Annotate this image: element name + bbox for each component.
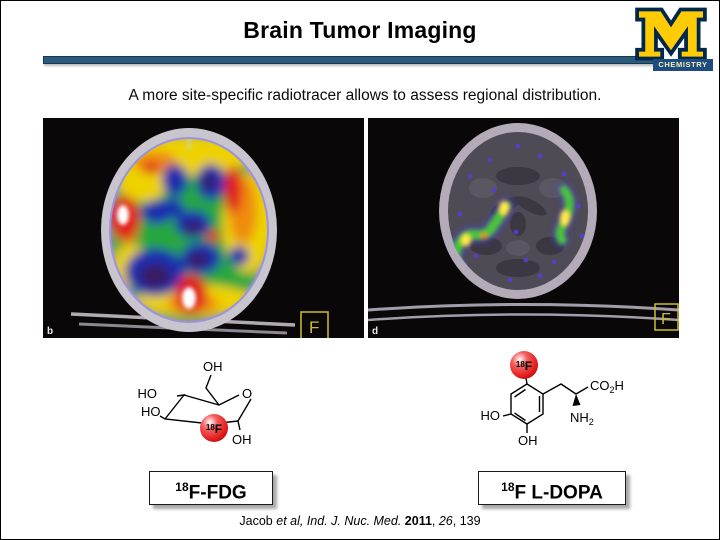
logo-department-label: CHEMISTRY [653, 59, 713, 71]
panel-divider [364, 118, 368, 338]
atom-label: HO [138, 386, 158, 401]
atom-label: HO [141, 404, 161, 419]
svg-text:18F: 18F [206, 422, 222, 436]
svg-text:18F: 18F [516, 359, 532, 373]
f18-radiolabel-ball-icon: 18F [510, 351, 538, 379]
ldopa-caption-box: 18F L-DOPA [478, 471, 626, 505]
subtitle-text: A more site-specific radiotracer allows … [128, 87, 602, 104]
atom-label: OH [518, 433, 538, 448]
atom-label: OH [203, 359, 223, 374]
fdg-structure-diagram: OH HO HO O OH 18F [138, 359, 253, 447]
block-m-icon [635, 7, 707, 61]
panel-corner-label: b [47, 326, 53, 337]
f18-radiolabel-ball-icon: 18F [200, 414, 228, 442]
um-chemistry-logo: CHEMISTRY [629, 3, 713, 73]
ldopa-structure-diagram: HO OH CO2H NH2 18F [481, 351, 624, 448]
page-title: Brain Tumor Imaging [243, 17, 477, 43]
fdg-caption-box: 18F-FDG [149, 471, 273, 505]
pet-fdg-scan-image: b F [43, 118, 364, 338]
atom-label: O [242, 386, 252, 401]
svg-text:F: F [309, 318, 319, 337]
atom-label: OH [232, 432, 252, 447]
atom-label: CO2H [590, 378, 624, 395]
atom-label: HO [481, 408, 501, 423]
orientation-marker-f-icon: F [300, 311, 329, 338]
title-underline-bar [43, 56, 656, 64]
atom-label: NH2 [570, 410, 594, 427]
stereo-wedge-bond [572, 394, 581, 406]
svg-text:F: F [661, 311, 671, 328]
pet-ldopa-scan-image: d F [368, 118, 679, 338]
orientation-marker-f-icon: F [654, 303, 679, 331]
brain-scan-figure: b F [43, 118, 679, 338]
citation-text: Jacob et al, Ind. J. Nuc. Med. 2011, 26,… [239, 514, 481, 528]
panel-corner-label: d [372, 326, 378, 337]
